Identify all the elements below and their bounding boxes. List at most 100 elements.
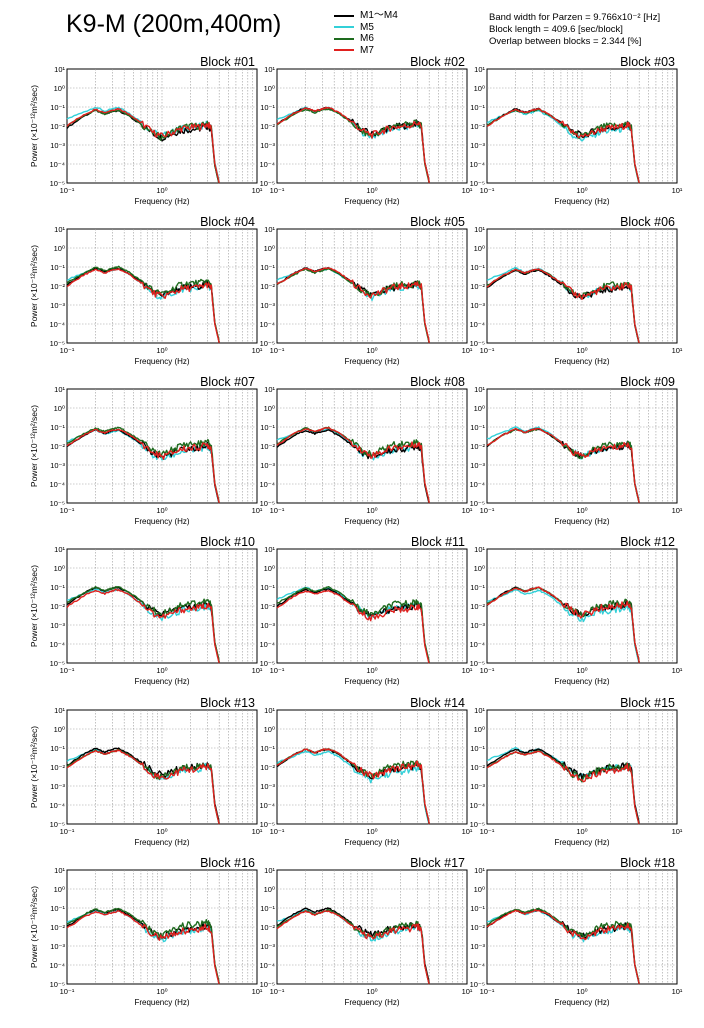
y-axis-label: Power (×10⁻¹²m²/sec)	[29, 245, 39, 327]
y-tick-label: 10⁻³	[260, 782, 275, 791]
y-tick-label: 10⁻⁴	[469, 801, 485, 810]
x-axis-label: Frequency (Hz)	[554, 838, 609, 847]
y-tick-label: 10⁻⁴	[469, 160, 485, 169]
x-tick-label: 10¹	[672, 186, 683, 195]
y-tick-label: 10⁻⁴	[259, 320, 275, 329]
y-tick-label: 10⁰	[474, 404, 485, 413]
x-tick-label: 10⁰	[156, 346, 167, 355]
y-tick-label: 10¹	[474, 545, 485, 554]
y-tick-label: 10⁻²	[470, 763, 485, 772]
y-tick-label: 10¹	[474, 65, 485, 74]
y-tick-label: 10⁰	[474, 564, 485, 573]
y-tick-label: 10⁻²	[260, 442, 275, 451]
y-tick-label: 10⁻⁵	[470, 179, 485, 188]
legend-swatch	[334, 49, 354, 52]
x-axis-label: Frequency (Hz)	[554, 517, 609, 526]
y-axis-label: Power (×10⁻¹²m²/sec)	[29, 886, 39, 968]
x-axis-label: Frequency (Hz)	[344, 998, 399, 1007]
panel-title: Block #09	[620, 375, 675, 389]
y-tick-label: 10⁰	[474, 244, 485, 253]
x-tick-label: 10⁰	[366, 827, 377, 836]
series-line	[486, 586, 640, 664]
x-axis-label: Frequency (Hz)	[344, 357, 399, 366]
x-tick-label: 10⁰	[576, 827, 587, 836]
x-tick-label: 10⁰	[156, 506, 167, 515]
y-tick-label: 10⁻¹	[50, 263, 65, 272]
y-tick-label: 10⁻⁵	[260, 339, 275, 348]
y-tick-label: 10⁻³	[260, 301, 275, 310]
y-tick-label: 10⁻¹	[260, 583, 275, 592]
legend-label: M6	[360, 33, 374, 44]
x-axis-label: Frequency (Hz)	[554, 197, 609, 206]
y-tick-label: 10⁻⁵	[470, 659, 485, 668]
y-tick-label: 10⁻¹	[470, 423, 485, 432]
y-tick-label: 10⁰	[54, 725, 65, 734]
y-tick-label: 10⁻⁵	[470, 980, 485, 989]
y-axis-label: Power (×10⁻¹²m²/sec)	[29, 85, 39, 167]
series-line	[276, 586, 430, 664]
y-tick-label: 10¹	[54, 385, 65, 394]
y-tick-label: 10⁻³	[470, 782, 485, 791]
legend-label: M7	[360, 44, 374, 56]
y-tick-label: 10⁻²	[260, 282, 275, 291]
panel-title: Block #16	[200, 856, 255, 870]
y-tick-label: 10⁻⁴	[49, 160, 65, 169]
legend-item-m6: M6	[334, 33, 398, 45]
x-axis-label: Frequency (Hz)	[134, 998, 189, 1007]
x-axis-label: Frequency (Hz)	[134, 357, 189, 366]
y-tick-label: 10⁻¹	[470, 583, 485, 592]
y-tick-label: 10⁻²	[260, 923, 275, 932]
y-tick-label: 10⁻³	[50, 942, 65, 951]
y-tick-label: 10⁻²	[50, 602, 65, 611]
x-tick-label: 10⁰	[156, 827, 167, 836]
y-axis-label: Power (×10⁻¹²m²/sec)	[29, 405, 39, 487]
x-tick-label: 10¹	[672, 346, 683, 355]
y-tick-label: 10⁻³	[50, 461, 65, 470]
y-tick-label: 10⁻⁴	[469, 320, 485, 329]
param-overlap: Overlap between blocks = 2.344 [%]	[489, 36, 642, 47]
panel-title: Block #18	[620, 856, 675, 870]
series-line	[486, 750, 640, 825]
series-line	[276, 748, 430, 825]
x-tick-label: 10¹	[252, 346, 263, 355]
x-axis-label: Frequency (Hz)	[134, 677, 189, 686]
y-tick-label: 10⁻¹	[260, 904, 275, 913]
y-tick-label: 10⁻¹	[50, 744, 65, 753]
x-axis-label: Frequency (Hz)	[554, 357, 609, 366]
y-tick-label: 10⁻¹	[50, 904, 65, 913]
x-tick-label: 10¹	[462, 506, 473, 515]
panel-title: Block #06	[620, 215, 675, 229]
y-tick-label: 10¹	[264, 65, 275, 74]
x-tick-label: 10⁻¹	[270, 186, 285, 195]
page-title: K9-M (200m,400m)	[66, 10, 282, 38]
y-tick-label: 10⁰	[264, 885, 275, 894]
y-tick-label: 10⁻³	[260, 942, 275, 951]
series-line	[276, 426, 430, 504]
y-tick-label: 10⁻¹	[50, 583, 65, 592]
y-tick-label: 10⁰	[264, 564, 275, 573]
y-tick-label: 10¹	[474, 866, 485, 875]
y-tick-label: 10⁰	[54, 404, 65, 413]
y-tick-label: 10¹	[54, 706, 65, 715]
y-tick-label: 10⁻³	[470, 301, 485, 310]
x-tick-label: 10⁻¹	[270, 987, 285, 996]
series-line	[66, 265, 220, 344]
x-tick-label: 10⁰	[156, 666, 167, 675]
x-tick-label: 10⁻¹	[60, 346, 75, 355]
parameter-notes: Band width for Parzen = 9.766x10⁻² [Hz] …	[489, 12, 660, 48]
x-tick-label: 10¹	[462, 987, 473, 996]
panel-title: Block #01	[200, 55, 255, 69]
y-tick-label: 10⁻³	[470, 621, 485, 630]
y-tick-label: 10⁰	[54, 84, 65, 93]
legend-swatch	[334, 14, 354, 17]
y-tick-label: 10⁰	[264, 84, 275, 93]
y-tick-label: 10⁰	[474, 84, 485, 93]
x-tick-label: 10⁰	[576, 506, 587, 515]
y-tick-label: 10⁻³	[470, 141, 485, 150]
